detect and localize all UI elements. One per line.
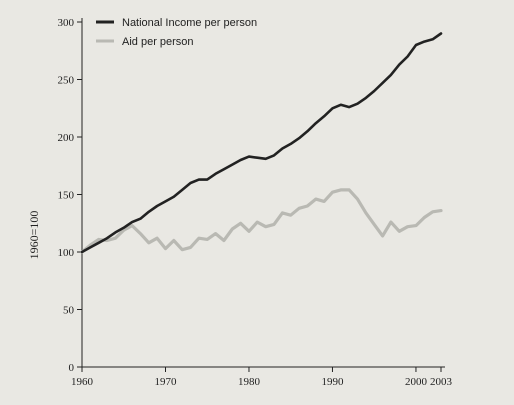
legend-label: National Income per person <box>122 17 257 29</box>
x-tick-label: 1960 <box>71 376 94 388</box>
x-tick-label: 2003 <box>430 376 453 388</box>
series-layer <box>80 32 443 254</box>
axes: 0 50 100 150 200 250 300 1960 1970 1980 1990 2000 20… <box>58 17 453 388</box>
legend: National Income per person Aid per person <box>96 17 257 48</box>
legend-label: Aid per person <box>122 36 194 48</box>
y-tick-label: 50 <box>63 305 75 317</box>
y-tick-label: 250 <box>58 75 75 87</box>
y-tick-label: 100 <box>58 247 75 259</box>
y-tick-label: 0 <box>69 362 75 374</box>
x-tick-label: 1970 <box>154 376 177 388</box>
y-axis-label: 1960=100 <box>27 211 41 260</box>
series-line-1 <box>80 188 443 254</box>
x-tick-label: 1980 <box>238 376 261 388</box>
y-tick-label: 150 <box>58 190 75 202</box>
y-tick-label: 200 <box>58 132 75 144</box>
x-tick-label: 1990 <box>321 376 344 388</box>
y-tick-label: 300 <box>58 17 75 29</box>
series-line-0 <box>80 32 443 254</box>
x-tick-label: 2000 <box>405 376 428 388</box>
